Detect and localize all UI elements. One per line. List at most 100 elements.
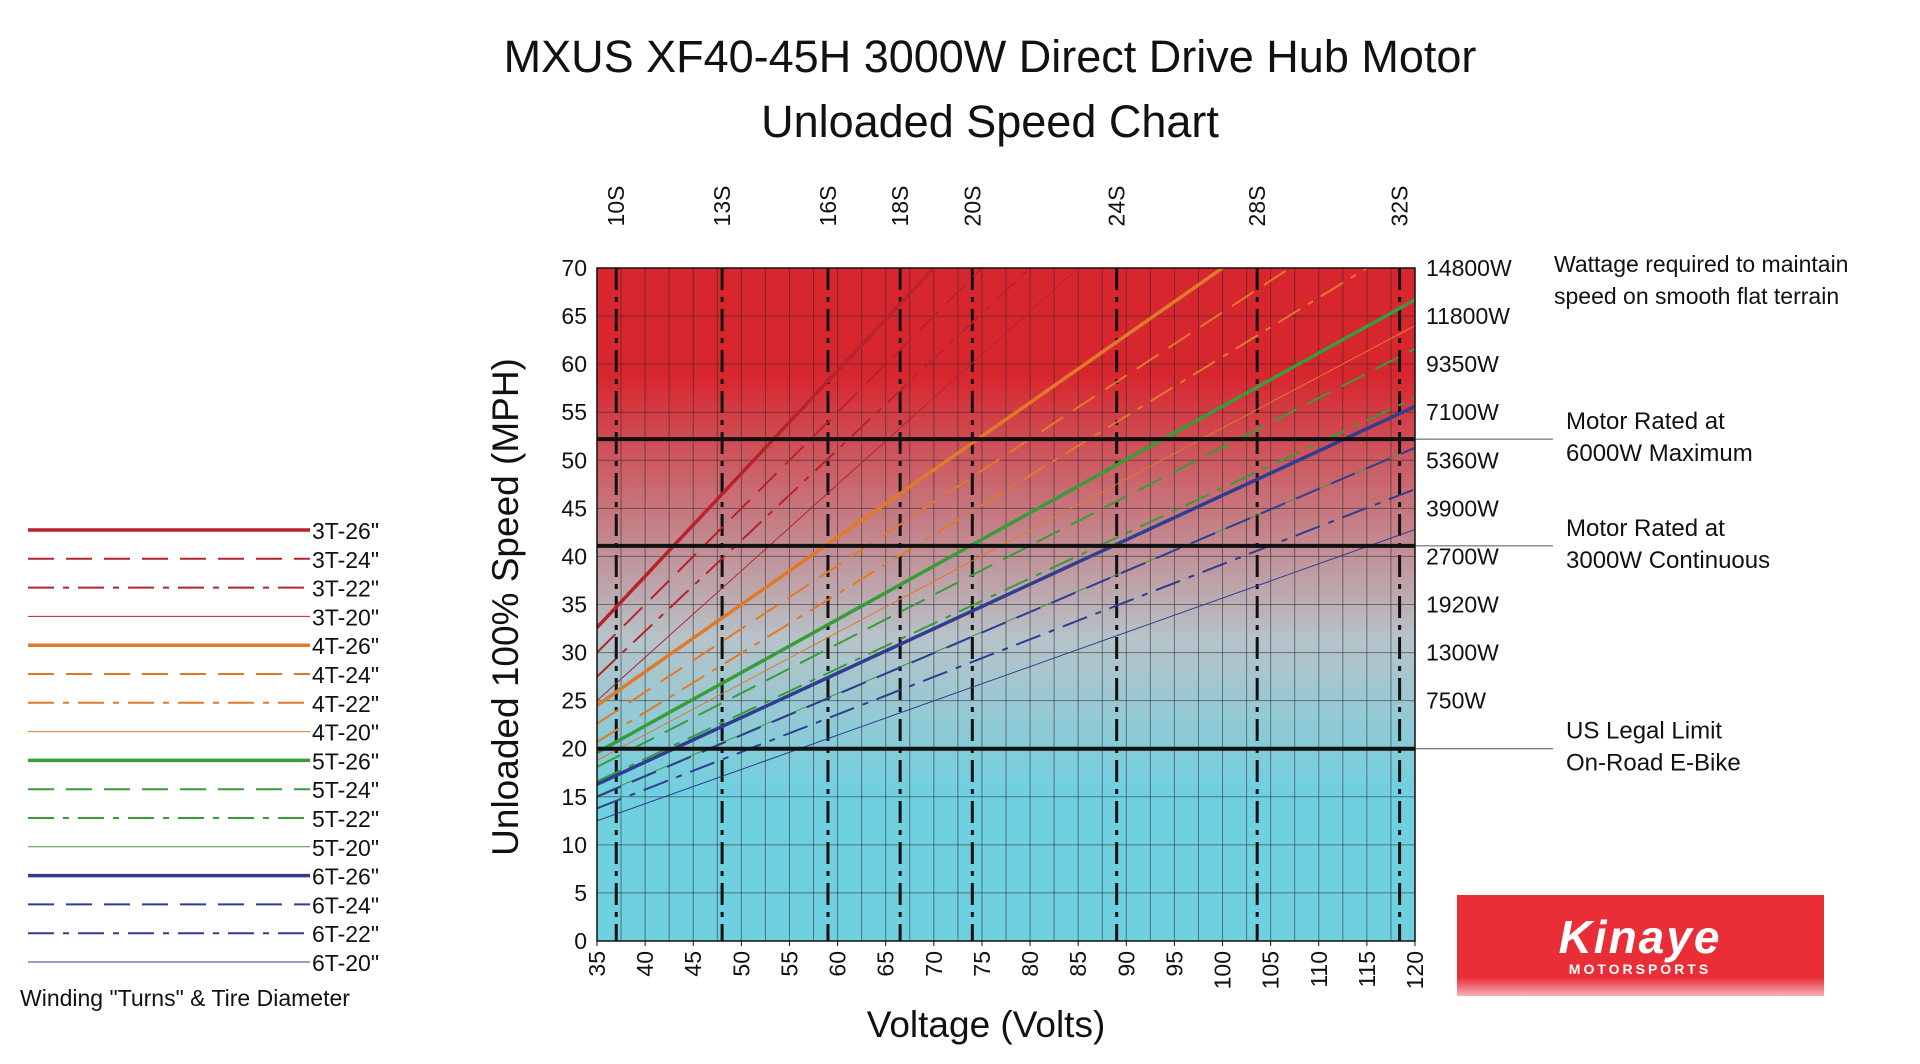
x-tick-label: 90 bbox=[1113, 951, 1139, 977]
wattage-axis: 14800W 11800W 9350W 7100W 5360W 3900W 2700W 192… bbox=[1426, 255, 1512, 714]
plot-frame bbox=[596, 267, 1416, 942]
reference-label-0-line1: Motor Rated at bbox=[1566, 408, 1725, 435]
series-line-4t-22 bbox=[597, 268, 1368, 743]
x-tick-label: 110 bbox=[1306, 951, 1332, 988]
y-tick-label: 30 bbox=[561, 640, 587, 666]
y-tick-label: 25 bbox=[561, 688, 587, 714]
x-tick-label: 105 bbox=[1258, 951, 1284, 989]
y-tick-label: 0 bbox=[574, 928, 587, 954]
x-tick-label: 115 bbox=[1354, 951, 1380, 988]
series-lines bbox=[597, 268, 1415, 822]
wattage-tick-label: 1920W bbox=[1426, 592, 1499, 618]
battery-label-24s: 24S bbox=[1104, 186, 1130, 227]
legend-label: 4T-24" bbox=[312, 662, 379, 688]
wattage-tick-label: 11800W bbox=[1426, 303, 1510, 329]
chart-subtitle: Unloaded Speed Chart bbox=[761, 96, 1219, 147]
x-tick-label: 65 bbox=[873, 951, 899, 977]
reference-label-1-line1: Motor Rated at bbox=[1566, 515, 1725, 542]
legend-label: 6T-22" bbox=[312, 921, 379, 947]
reference-label-2-line2: On-Road E-Bike bbox=[1566, 750, 1741, 777]
series-line-5t-26 bbox=[597, 298, 1415, 755]
y-tick-label: 40 bbox=[561, 543, 587, 569]
y-tick-label: 65 bbox=[561, 303, 587, 329]
reference-lines: Motor Rated at 6000W Maximum Motor Rated a… bbox=[597, 408, 1770, 777]
x-tick-label: 50 bbox=[728, 951, 754, 977]
y-tick-label: 10 bbox=[561, 832, 587, 858]
battery-label-20s: 20S bbox=[959, 186, 985, 227]
legend-label: 3T-24" bbox=[312, 547, 379, 573]
wattage-tick-label: 2700W bbox=[1426, 543, 1499, 569]
legend: 3T-26" 3T-24" 3T-22"3T-20" 4T-26" 4T-24" 4T-2… bbox=[28, 518, 379, 976]
series-line-3t-26 bbox=[597, 268, 936, 629]
y-tick-label: 35 bbox=[561, 592, 587, 618]
series-line-6t-22 bbox=[597, 488, 1415, 810]
wattage-tick-label: 7100W bbox=[1426, 399, 1499, 425]
reference-label-2-line1: US Legal Limit bbox=[1566, 718, 1722, 745]
y-tick-label: 70 bbox=[561, 255, 587, 281]
logo-background bbox=[1457, 895, 1824, 996]
legend-label: 6T-20" bbox=[312, 950, 379, 976]
battery-label-16s: 16S bbox=[815, 186, 841, 227]
legend-label: 5T-20" bbox=[312, 835, 379, 861]
legend-label: 4T-22" bbox=[312, 691, 379, 717]
x-tick-label: 70 bbox=[921, 951, 947, 977]
x-tick-label: 60 bbox=[825, 951, 851, 977]
x-axis-ticks: 35 40 45 50 55 60 65 70 75 80 85 90 95 100 105 110 115 12… bbox=[584, 941, 1428, 989]
wattage-tick-label: 5360W bbox=[1426, 447, 1499, 473]
legend-label: 4T-26" bbox=[312, 633, 379, 659]
legend-label: 6T-24" bbox=[312, 892, 379, 918]
series-line-4t-26 bbox=[597, 268, 1224, 707]
series-line-3t-20 bbox=[597, 268, 1079, 702]
wattage-tick-label: 750W bbox=[1426, 688, 1486, 714]
y-tick-label: 20 bbox=[561, 736, 587, 762]
battery-label-32s: 32S bbox=[1387, 186, 1413, 227]
x-tick-label: 75 bbox=[969, 951, 995, 977]
y-axis-ticks: 0 5 10 15 20 25 30 35 40 45 50 55 60 65 70 bbox=[561, 255, 587, 954]
x-tick-label: 45 bbox=[680, 951, 706, 977]
legend-label: 4T-20" bbox=[312, 720, 379, 746]
legend-title: Winding "Turns" & Tire Diameter bbox=[20, 985, 350, 1011]
wattage-tick-label: 14800W bbox=[1426, 255, 1512, 281]
legend-label: 5T-26" bbox=[312, 748, 379, 774]
y-tick-label: 50 bbox=[561, 447, 587, 473]
series-line-3t-24 bbox=[597, 268, 983, 654]
series-line-4t-24 bbox=[597, 268, 1291, 725]
legend-label: 3T-26" bbox=[312, 518, 379, 544]
series-line-5t-22 bbox=[597, 396, 1415, 783]
y-axis-label: Unloaded 100% Speed (MPH) bbox=[485, 358, 526, 856]
battery-label-10s: 10S bbox=[603, 186, 629, 227]
y-tick-label: 45 bbox=[561, 495, 587, 521]
x-tick-label: 120 bbox=[1402, 951, 1428, 989]
chart-title: MXUS XF40-45H 3000W Direct Drive Hub Mot… bbox=[504, 31, 1477, 82]
y-tick-label: 55 bbox=[561, 399, 587, 425]
x-tick-label: 40 bbox=[632, 951, 658, 977]
series-line-4t-20 bbox=[597, 325, 1415, 761]
y-tick-label: 5 bbox=[574, 880, 587, 906]
wattage-tick-label: 3900W bbox=[1426, 495, 1499, 521]
wattage-tick-label: 1300W bbox=[1426, 640, 1499, 666]
battery-label-28s: 28S bbox=[1244, 186, 1270, 227]
wattage-axis-title-line2: speed on smooth flat terrain bbox=[1554, 283, 1839, 309]
x-tick-label: 95 bbox=[1161, 951, 1187, 977]
x-tick-label: 100 bbox=[1210, 951, 1236, 989]
x-tick-label: 35 bbox=[584, 951, 610, 977]
series-line-6t-24 bbox=[597, 446, 1415, 798]
reference-label-1-line2: 3000W Continuous bbox=[1566, 547, 1770, 574]
x-tick-label: 85 bbox=[1065, 951, 1091, 977]
legend-label: 3T-22" bbox=[312, 576, 379, 602]
series-line-5t-24 bbox=[597, 347, 1415, 768]
wattage-tick-label: 9350W bbox=[1426, 351, 1499, 377]
y-tick-label: 60 bbox=[561, 351, 587, 377]
legend-label: 3T-20" bbox=[312, 604, 379, 630]
wattage-axis-title-line1: Wattage required to maintain bbox=[1554, 251, 1848, 277]
reference-label-0-line2: 6000W Maximum bbox=[1566, 440, 1753, 467]
legend-label: 6T-26" bbox=[312, 864, 379, 890]
grid-lines bbox=[597, 268, 1415, 941]
series-line-6t-26 bbox=[597, 404, 1415, 786]
battery-label-13s: 13S bbox=[709, 186, 735, 227]
logo-wordmark: Kinaye bbox=[1559, 911, 1722, 963]
x-axis-label: Voltage (Volts) bbox=[867, 1004, 1106, 1045]
legend-label: 5T-24" bbox=[312, 777, 379, 803]
battery-label-18s: 18S bbox=[887, 186, 913, 227]
